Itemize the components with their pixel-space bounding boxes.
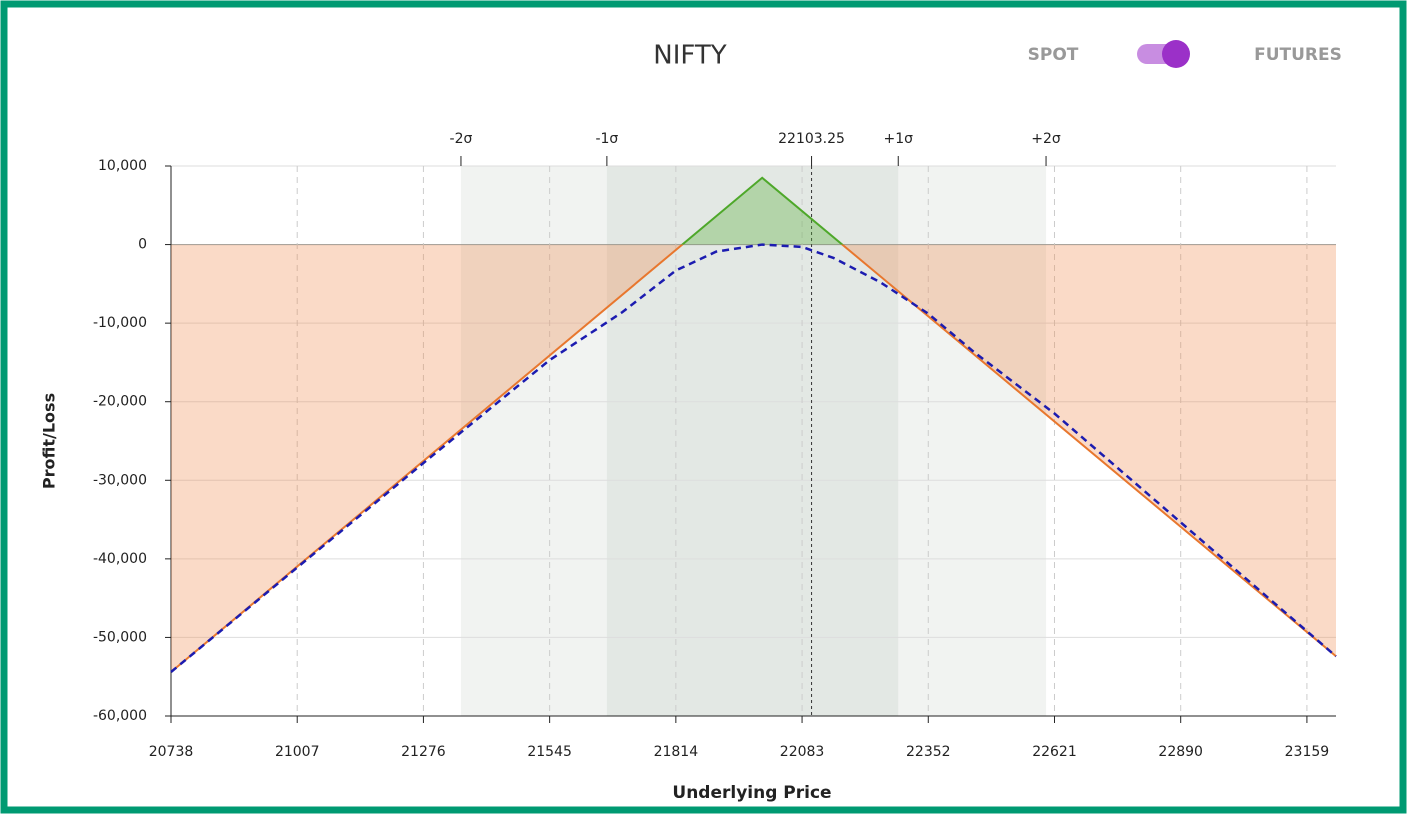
target-line	[170, 243, 1337, 673]
profit-area	[171, 177, 1336, 245]
x-tick-label: 22890	[1158, 744, 1203, 760]
y-tick-label: -60,000	[93, 708, 147, 724]
x-tick-label: 23159	[1285, 744, 1330, 760]
y-tick-label: -10,000	[93, 315, 147, 331]
y-tick-label: -40,000	[93, 551, 147, 567]
toggle-right-label[interactable]: FUTURES	[1254, 45, 1342, 65]
loss-area	[171, 244, 1336, 672]
toggle-knob[interactable]	[1162, 40, 1190, 68]
x-tick-label: 22621	[1032, 744, 1077, 760]
x-tick-label: 21545	[527, 744, 572, 760]
sigma-label: -2σ	[450, 131, 473, 147]
x-tick-label: 21276	[401, 744, 446, 760]
chart-title: NIFTY	[653, 41, 726, 71]
y-tick-label: -20,000	[93, 394, 147, 410]
spot-label: 22103.25	[778, 131, 845, 147]
y-tick-label: 0	[138, 237, 147, 253]
sigma-label: +2σ	[1031, 131, 1061, 147]
x-tick-label: 21814	[654, 744, 699, 760]
sigma1-band	[606, 166, 899, 716]
y-tick-label: -30,000	[93, 472, 147, 488]
y-tick-label: 10,000	[98, 158, 147, 174]
x-tick-label: 22352	[906, 744, 951, 760]
y-axis-label: Profit/Loss	[40, 393, 59, 489]
toggle-left-label[interactable]: SPOT	[1028, 45, 1079, 65]
sigma-label: +1σ	[883, 131, 913, 147]
x-tick-label: 22083	[780, 744, 825, 760]
x-tick-label: 21007	[275, 744, 320, 760]
payoff-line-profit	[680, 176, 844, 245]
sigma-label: -1σ	[595, 131, 618, 147]
x-axis-label: Underlying Price	[672, 783, 831, 803]
x-tick-label: 20738	[149, 744, 194, 760]
y-tick-label: -50,000	[93, 629, 147, 645]
